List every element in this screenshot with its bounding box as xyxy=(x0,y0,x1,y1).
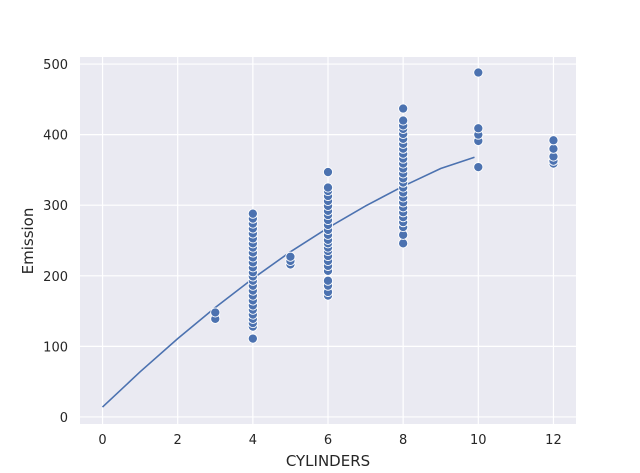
data-point xyxy=(322,182,334,193)
data-point xyxy=(548,143,559,154)
y-tick-label: 200 xyxy=(43,270,68,285)
data-point xyxy=(285,251,296,262)
data-point xyxy=(247,208,258,219)
data-point xyxy=(398,115,409,126)
data-point xyxy=(398,103,409,114)
data-point xyxy=(473,162,484,173)
data-point xyxy=(398,238,409,249)
data-point xyxy=(548,135,559,146)
data-point xyxy=(322,166,334,178)
data-point xyxy=(247,333,258,344)
x-tick-label: 2 xyxy=(174,433,182,448)
x-tick-labels: 0 2 4 6 8 10 12 xyxy=(98,433,561,448)
data-point xyxy=(210,307,221,318)
data-point xyxy=(473,123,484,134)
y-tick-label: 0 xyxy=(60,411,68,426)
x-axis-label: CYLINDERS xyxy=(286,452,370,470)
x-tick-label: 8 xyxy=(399,433,407,448)
data-point xyxy=(322,275,334,286)
x-tick-label: 4 xyxy=(249,433,257,448)
x-tick-label: 0 xyxy=(98,433,106,448)
y-tick-label: 100 xyxy=(43,340,68,355)
y-tick-labels: 0 100 200 300 400 500 xyxy=(43,58,68,426)
y-axis-label: Emission xyxy=(19,208,37,275)
y-tick-label: 500 xyxy=(43,58,68,73)
data-points xyxy=(210,67,559,344)
y-tick-label: 300 xyxy=(43,199,68,214)
y-tick-label: 400 xyxy=(43,129,68,144)
x-tick-label: 10 xyxy=(470,433,487,448)
x-tick-label: 6 xyxy=(324,433,332,448)
x-tick-label: 12 xyxy=(545,433,562,448)
data-point xyxy=(473,67,484,78)
